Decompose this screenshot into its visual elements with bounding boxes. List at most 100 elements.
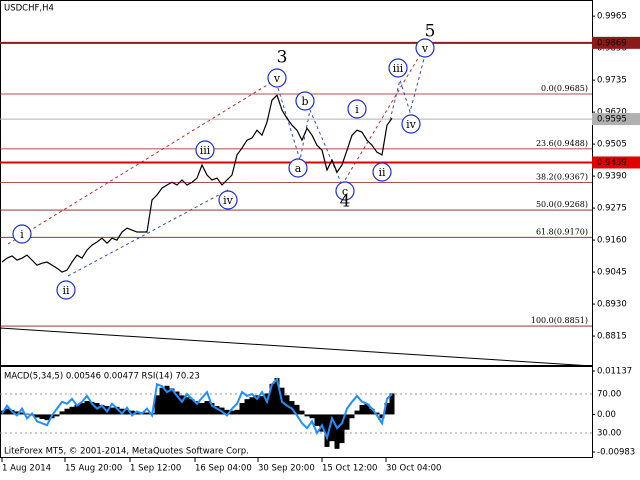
histogram-bar bbox=[84, 401, 90, 415]
y-tick-label: 0.00 bbox=[597, 410, 616, 420]
histogram-bar bbox=[54, 414, 60, 417]
fib-label: 100.0(0.8851) bbox=[531, 316, 588, 325]
histogram-bar bbox=[119, 408, 125, 415]
histogram-bar bbox=[174, 391, 180, 415]
wave-label: ii bbox=[62, 284, 70, 297]
histogram-bar bbox=[319, 414, 325, 432]
y-tick-label: 0.9160 bbox=[597, 236, 627, 246]
histogram-bar bbox=[209, 402, 215, 415]
x-tick-label: 30 Sep 20:00 bbox=[258, 464, 315, 474]
wave-label: v bbox=[273, 72, 281, 85]
indicator-title: MACD(5,34,5) 0.00546 0.00477 RSI(14) 70.… bbox=[4, 372, 200, 382]
histogram-bar bbox=[74, 404, 80, 415]
y-tick-label: 0.9965 bbox=[597, 12, 627, 22]
wave-circle bbox=[56, 280, 76, 300]
price-label-box bbox=[592, 113, 640, 126]
guide-line bbox=[389, 54, 426, 121]
y-tick-label: 0.9620 bbox=[597, 108, 627, 118]
histogram-bar bbox=[234, 409, 240, 415]
fib-label: 38.2(0.9367) bbox=[536, 173, 588, 182]
wave-circle bbox=[267, 68, 287, 88]
wave-label: b bbox=[301, 95, 308, 108]
fib-label: 50.0(0.9268) bbox=[536, 200, 588, 209]
x-tick-label: 15 Aug 20:00 bbox=[65, 464, 122, 474]
x-tick-label: 15 Oct 12:00 bbox=[322, 464, 377, 474]
y2-tick-label: 70.00 bbox=[597, 390, 621, 400]
wave-label: iii bbox=[200, 144, 211, 157]
histogram-bar bbox=[329, 414, 335, 442]
histogram-bar bbox=[384, 402, 390, 415]
histogram-bar bbox=[344, 414, 350, 430]
price-label: 0.9869 bbox=[597, 38, 627, 48]
wave-degree-label: 3 bbox=[277, 48, 288, 68]
histogram-bar bbox=[309, 414, 315, 419]
histogram-bar bbox=[349, 414, 355, 419]
histogram-bar bbox=[354, 410, 360, 415]
y-tick-label: 0.9390 bbox=[597, 172, 627, 182]
histogram-bar bbox=[69, 406, 75, 415]
histogram-bar bbox=[64, 408, 70, 415]
wave-circle bbox=[335, 181, 355, 201]
histogram-bar bbox=[299, 410, 305, 415]
wave-label: a bbox=[295, 162, 302, 175]
histogram-bar bbox=[144, 412, 150, 415]
histogram-bar bbox=[369, 408, 375, 415]
y-tick-label: 0.01137 bbox=[597, 367, 632, 377]
wave-circle bbox=[288, 158, 308, 178]
wave-label: c bbox=[342, 185, 348, 198]
price-line-series bbox=[1, 94, 393, 273]
histogram-bar bbox=[339, 414, 345, 444]
histogram-bar bbox=[294, 404, 300, 415]
y-tick-label: 0.9505 bbox=[597, 140, 627, 150]
histogram-bar bbox=[224, 409, 230, 415]
wave-circle bbox=[295, 91, 315, 111]
histogram-bar bbox=[169, 388, 175, 415]
histogram-bar bbox=[59, 411, 65, 415]
histogram-bar bbox=[34, 414, 40, 418]
histogram-bar bbox=[249, 397, 255, 415]
histogram-bar bbox=[134, 411, 140, 415]
price-label-box bbox=[592, 156, 640, 169]
wave-degree-label: 5 bbox=[425, 22, 436, 42]
histogram-bar bbox=[304, 414, 310, 417]
fib-label: 23.6(0.9488) bbox=[536, 139, 588, 148]
wave-label: v bbox=[421, 42, 429, 55]
histogram-bar bbox=[24, 413, 30, 415]
histogram-bar bbox=[44, 414, 50, 421]
wave-label: iv bbox=[406, 118, 417, 131]
histogram-bar bbox=[314, 414, 320, 426]
histogram-bar bbox=[274, 378, 280, 415]
histogram-bar bbox=[254, 395, 260, 415]
histogram-bar bbox=[19, 412, 25, 415]
wave-circle bbox=[401, 114, 421, 134]
wave-circle bbox=[388, 58, 408, 78]
price-label-box bbox=[592, 36, 640, 49]
wave-circle bbox=[195, 140, 215, 160]
histogram-bar bbox=[39, 414, 45, 420]
x-tick-label: 1 Sep 12:00 bbox=[130, 464, 181, 474]
x-tick-label: 16 Sep 04:00 bbox=[195, 464, 252, 474]
histogram-bar bbox=[4, 408, 10, 415]
histogram-bar bbox=[179, 395, 185, 415]
rsi-line bbox=[1, 377, 393, 442]
histogram-bar bbox=[124, 409, 130, 415]
wave-label: iv bbox=[223, 194, 234, 207]
y-tick-label: 0.8815 bbox=[597, 332, 627, 342]
footer: LiteForex MT5, © 2001-2014, MetaQuotes S… bbox=[4, 447, 249, 457]
y-tick-label: 0.9735 bbox=[597, 76, 627, 86]
guide-line bbox=[277, 87, 343, 186]
x-tick-label: 30 Oct 04:00 bbox=[386, 464, 441, 474]
histogram-bar bbox=[229, 410, 235, 415]
wave-circle bbox=[218, 190, 238, 210]
histogram-bar bbox=[129, 410, 135, 415]
wave-circle bbox=[347, 99, 367, 119]
histogram-bar bbox=[184, 397, 190, 415]
wave-label: i bbox=[355, 103, 359, 116]
y-tick-label: 0.8930 bbox=[597, 300, 627, 310]
y-tick-label: 0.9275 bbox=[597, 204, 627, 214]
guide-line bbox=[7, 81, 273, 245]
histogram-bar bbox=[154, 395, 160, 415]
histogram-bar bbox=[199, 402, 205, 415]
histogram-bar bbox=[214, 406, 220, 415]
